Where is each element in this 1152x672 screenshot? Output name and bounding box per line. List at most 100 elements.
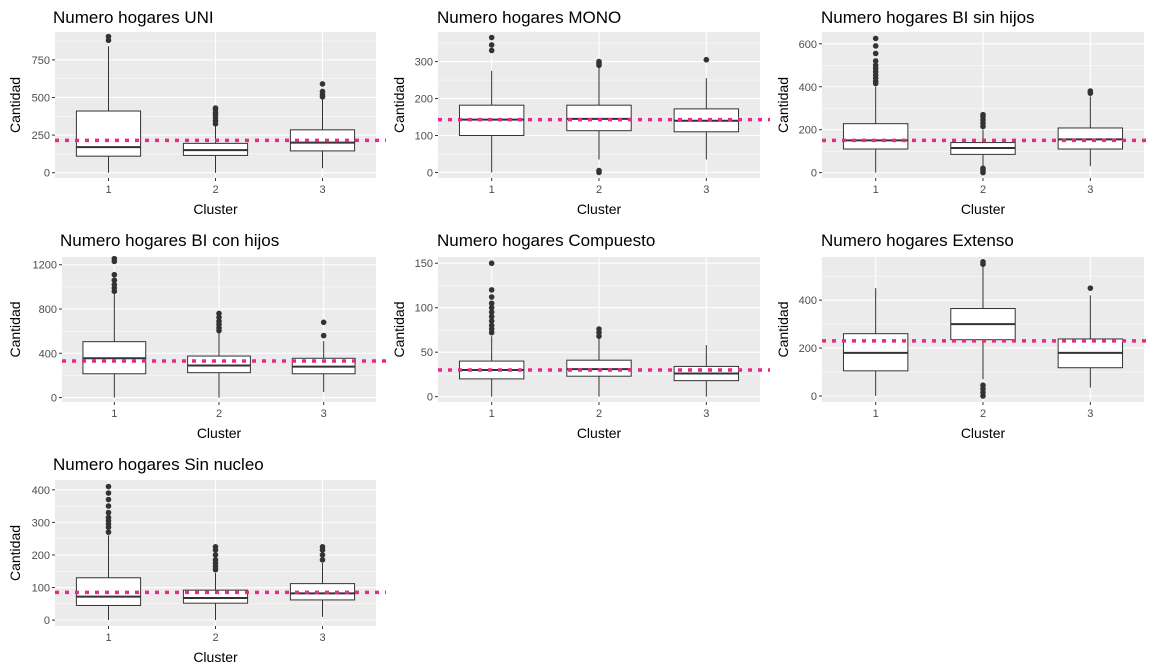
x-tick-label: 2 [596,184,602,196]
chart-panel: 0 200 400 600 1 2 3 Numero hogares BI sin hijos… [775,8,1152,217]
x-tick-label: 2 [980,408,986,420]
outlier-point [216,314,222,321]
chart-title: Numero hogares UNI [53,8,214,27]
y-tick-label: 300 [415,57,433,69]
y-tick-label: 0 [44,168,50,180]
x-axis-title: Cluster [577,425,622,441]
outlier-point [596,167,602,174]
y-axis-title: Cantidad [7,525,23,581]
y-tick-label: 400 [799,295,817,307]
iqr-box [182,589,249,604]
outlier-point [105,503,112,509]
y-tick-label: 200 [32,550,50,562]
y-tick-label: 100 [415,130,433,142]
x-axis-title: Cluster [961,425,1006,441]
y-axis-title: Cantidad [775,77,791,133]
x-tick-label: 3 [703,184,709,196]
x-tick-label: 2 [212,184,218,196]
iqr-box [289,583,356,601]
outlier-point [488,304,495,311]
y-tick-label: 50 [421,347,433,359]
box-cluster-3 [1057,285,1124,388]
y-tick-label: 100 [415,303,433,315]
outlier-point [319,81,326,87]
outlier-point [596,326,602,332]
outlier-point [872,50,879,57]
outlier-point [212,105,219,111]
outlier-point [980,258,986,265]
y-axis-title: Cantidad [775,301,791,357]
x-tick-label: 1 [111,408,117,420]
chart-panel: 0 100 200 300 400 1 2 3 Numero hogares Sin nucle… [7,455,386,665]
box-cluster-2 [182,544,249,621]
iqr-box [187,355,251,374]
y-tick-label: 0 [51,393,57,405]
y-tick-label: 0 [427,167,433,179]
outlier-point [319,88,326,95]
outlier-point [488,300,495,307]
x-tick-label: 1 [873,408,879,420]
chart-panel: 0 250 500 750 1 2 3 Numero hogares UNI Cluster Ca… [7,8,386,217]
y-axis-title: Cantidad [7,77,23,133]
y-axis-title: Cantidad [391,77,407,133]
y-tick-label: 200 [415,94,433,106]
y-tick-label: 100 [32,583,50,595]
outlier-point [212,544,219,550]
outlier-point [111,281,118,288]
x-axis-title: Cluster [193,201,238,217]
x-tick-label: 1 [873,184,879,196]
box-cluster-2 [182,105,249,173]
x-axis-title: Cluster [577,201,622,217]
x-tick-label: 3 [321,408,327,420]
y-tick-label: 250 [32,130,50,142]
box-cluster-3 [291,319,356,393]
outlier-point [703,56,710,63]
outlier-point [319,544,326,550]
outlier-point [105,490,112,496]
x-tick-label: 3 [1087,408,1093,420]
outlier-point [488,42,495,48]
box-cluster-2 [950,111,1016,176]
y-tick-label: 0 [811,391,817,403]
x-tick-label: 1 [489,184,495,196]
chart-panel: 0 50 100 150 1 2 3 Numero hogares Compuesto Clus… [391,231,770,441]
box-cluster-3 [289,81,356,169]
outlier-point [111,271,118,278]
y-tick-label: 800 [39,304,57,316]
chart-panel: 0 200 400 1 2 3 Numero hogares Extenso Cluster C… [775,231,1152,441]
outlier-point [320,319,327,326]
y-tick-label: 500 [32,92,50,104]
y-tick-label: 600 [799,39,817,51]
outlier-point [320,332,327,339]
outlier-point [872,58,879,64]
outlier-point [980,111,986,118]
outlier-point [488,34,495,41]
box-cluster-3 [289,544,356,617]
x-tick-label: 2 [596,408,602,420]
outlier-point [488,309,495,315]
outlier-point [488,294,495,300]
x-tick-label: 3 [319,632,325,644]
iqr-box [842,123,909,150]
y-tick-label: 0 [811,168,817,180]
x-tick-label: 2 [212,632,218,644]
outlier-point [872,43,879,49]
outlier-point [216,318,222,324]
y-tick-label: 150 [415,258,433,270]
outlier-point [111,277,118,284]
box-cluster-1 [82,255,147,398]
x-tick-label: 1 [105,184,111,196]
chart-title: Numero hogares BI con hijos [60,231,279,250]
x-axis-title: Cluster [197,425,242,441]
y-axis-title: Cantidad [391,301,407,357]
chart-title: Numero hogares MONO [437,8,621,27]
outlier-point [216,310,222,317]
outlier-point [488,287,495,293]
box-cluster-1 [75,33,142,173]
chart-panel: 0 100 200 300 1 2 3 Numero hogares MONO Cluster C… [391,8,770,217]
outlier-point [105,529,112,535]
x-tick-label: 3 [319,184,325,196]
y-tick-label: 400 [39,348,57,360]
y-tick-label: 750 [32,55,50,67]
y-tick-label: 0 [44,615,50,627]
